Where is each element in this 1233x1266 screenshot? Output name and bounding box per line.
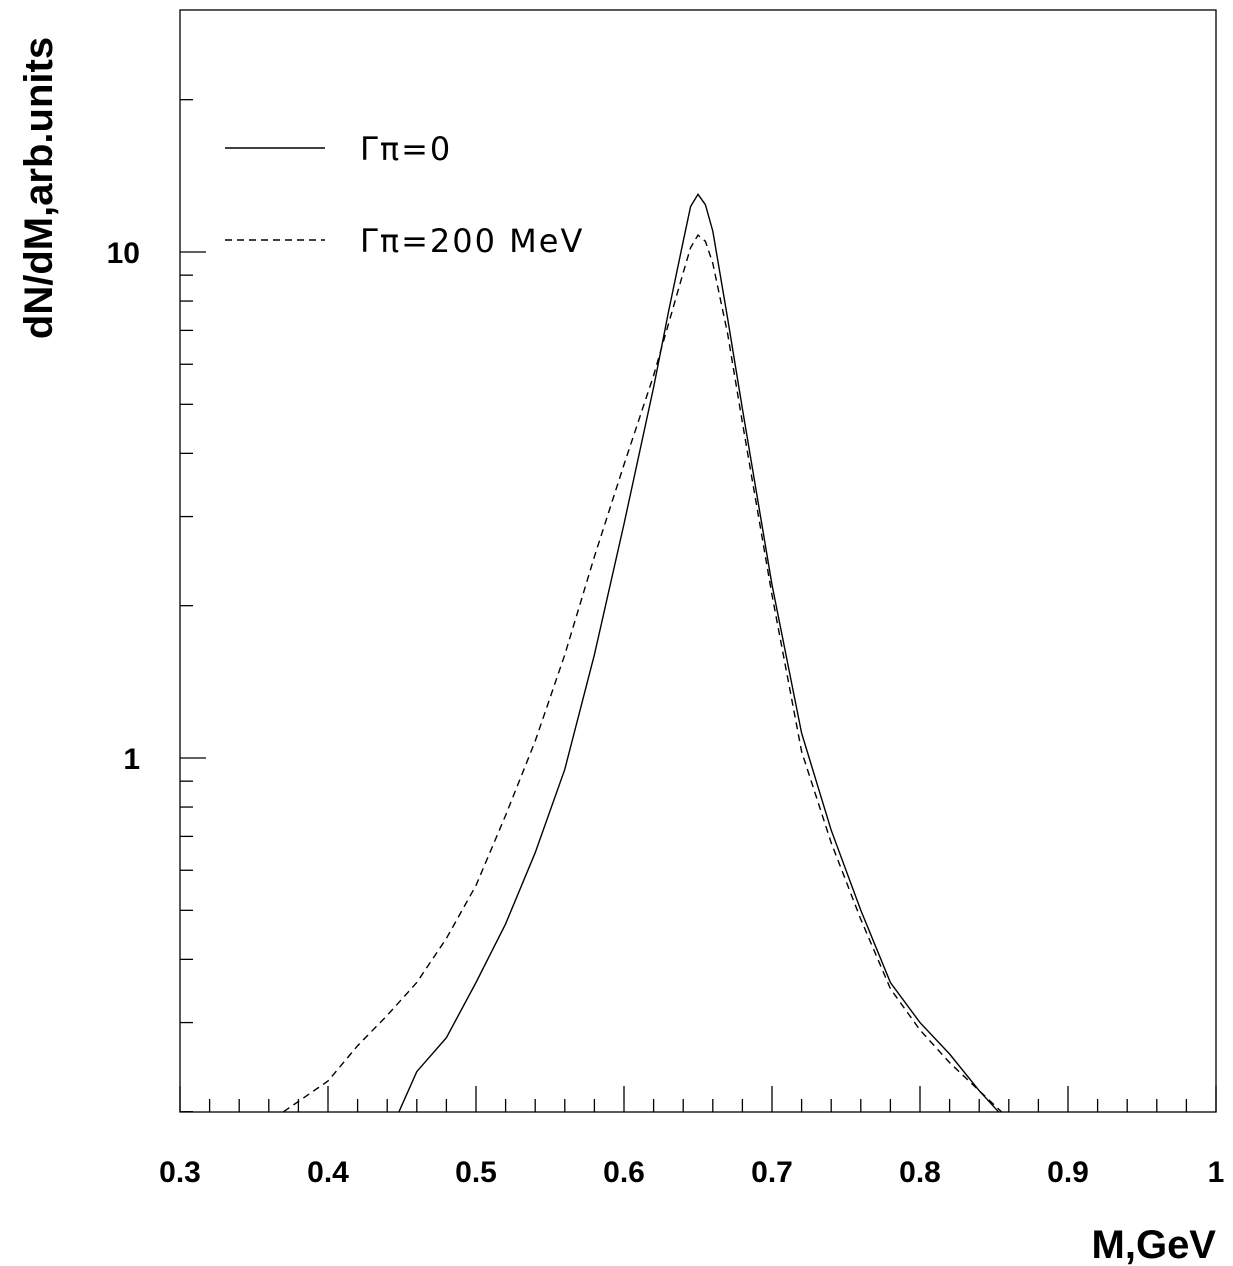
- y-tick-label: 1: [123, 743, 140, 776]
- x-axis-tick-labels: 0.3 0.4 0.5 0.6 0.7 0.8 0.9 1: [159, 1156, 1224, 1189]
- x-tick-label: 1: [1208, 1156, 1225, 1189]
- plot-frame: [179, 9, 1217, 1113]
- y-axis-title: dN/dM,arb.units: [17, 37, 61, 339]
- legend-label-1: Γπ=0: [360, 130, 452, 168]
- x-tick-label: 0.4: [307, 1156, 349, 1189]
- x-tick-label: 0.5: [455, 1156, 497, 1189]
- x-axis-ticks: [179, 1086, 1217, 1112]
- x-tick-label: 0.3: [159, 1156, 201, 1189]
- x-tick-label: 0.7: [751, 1156, 793, 1189]
- legend: Γπ=0 Γπ=200 MeV: [225, 130, 584, 260]
- x-tick-label: 0.6: [603, 1156, 645, 1189]
- series-line-2: [283, 234, 1002, 1113]
- x-tick-label: 0.8: [899, 1156, 941, 1189]
- series-layer: [283, 193, 1002, 1113]
- legend-label-2: Γπ=200 MeV: [360, 222, 584, 260]
- y-axis-tick-labels: 1 10: [107, 237, 140, 776]
- series-line-1: [398, 193, 999, 1113]
- y-tick-label: 10: [107, 237, 140, 270]
- x-tick-label: 0.9: [1047, 1156, 1089, 1189]
- x-axis-title: M,GeV: [1092, 1223, 1217, 1266]
- y-axis-ticks: [180, 99, 206, 1113]
